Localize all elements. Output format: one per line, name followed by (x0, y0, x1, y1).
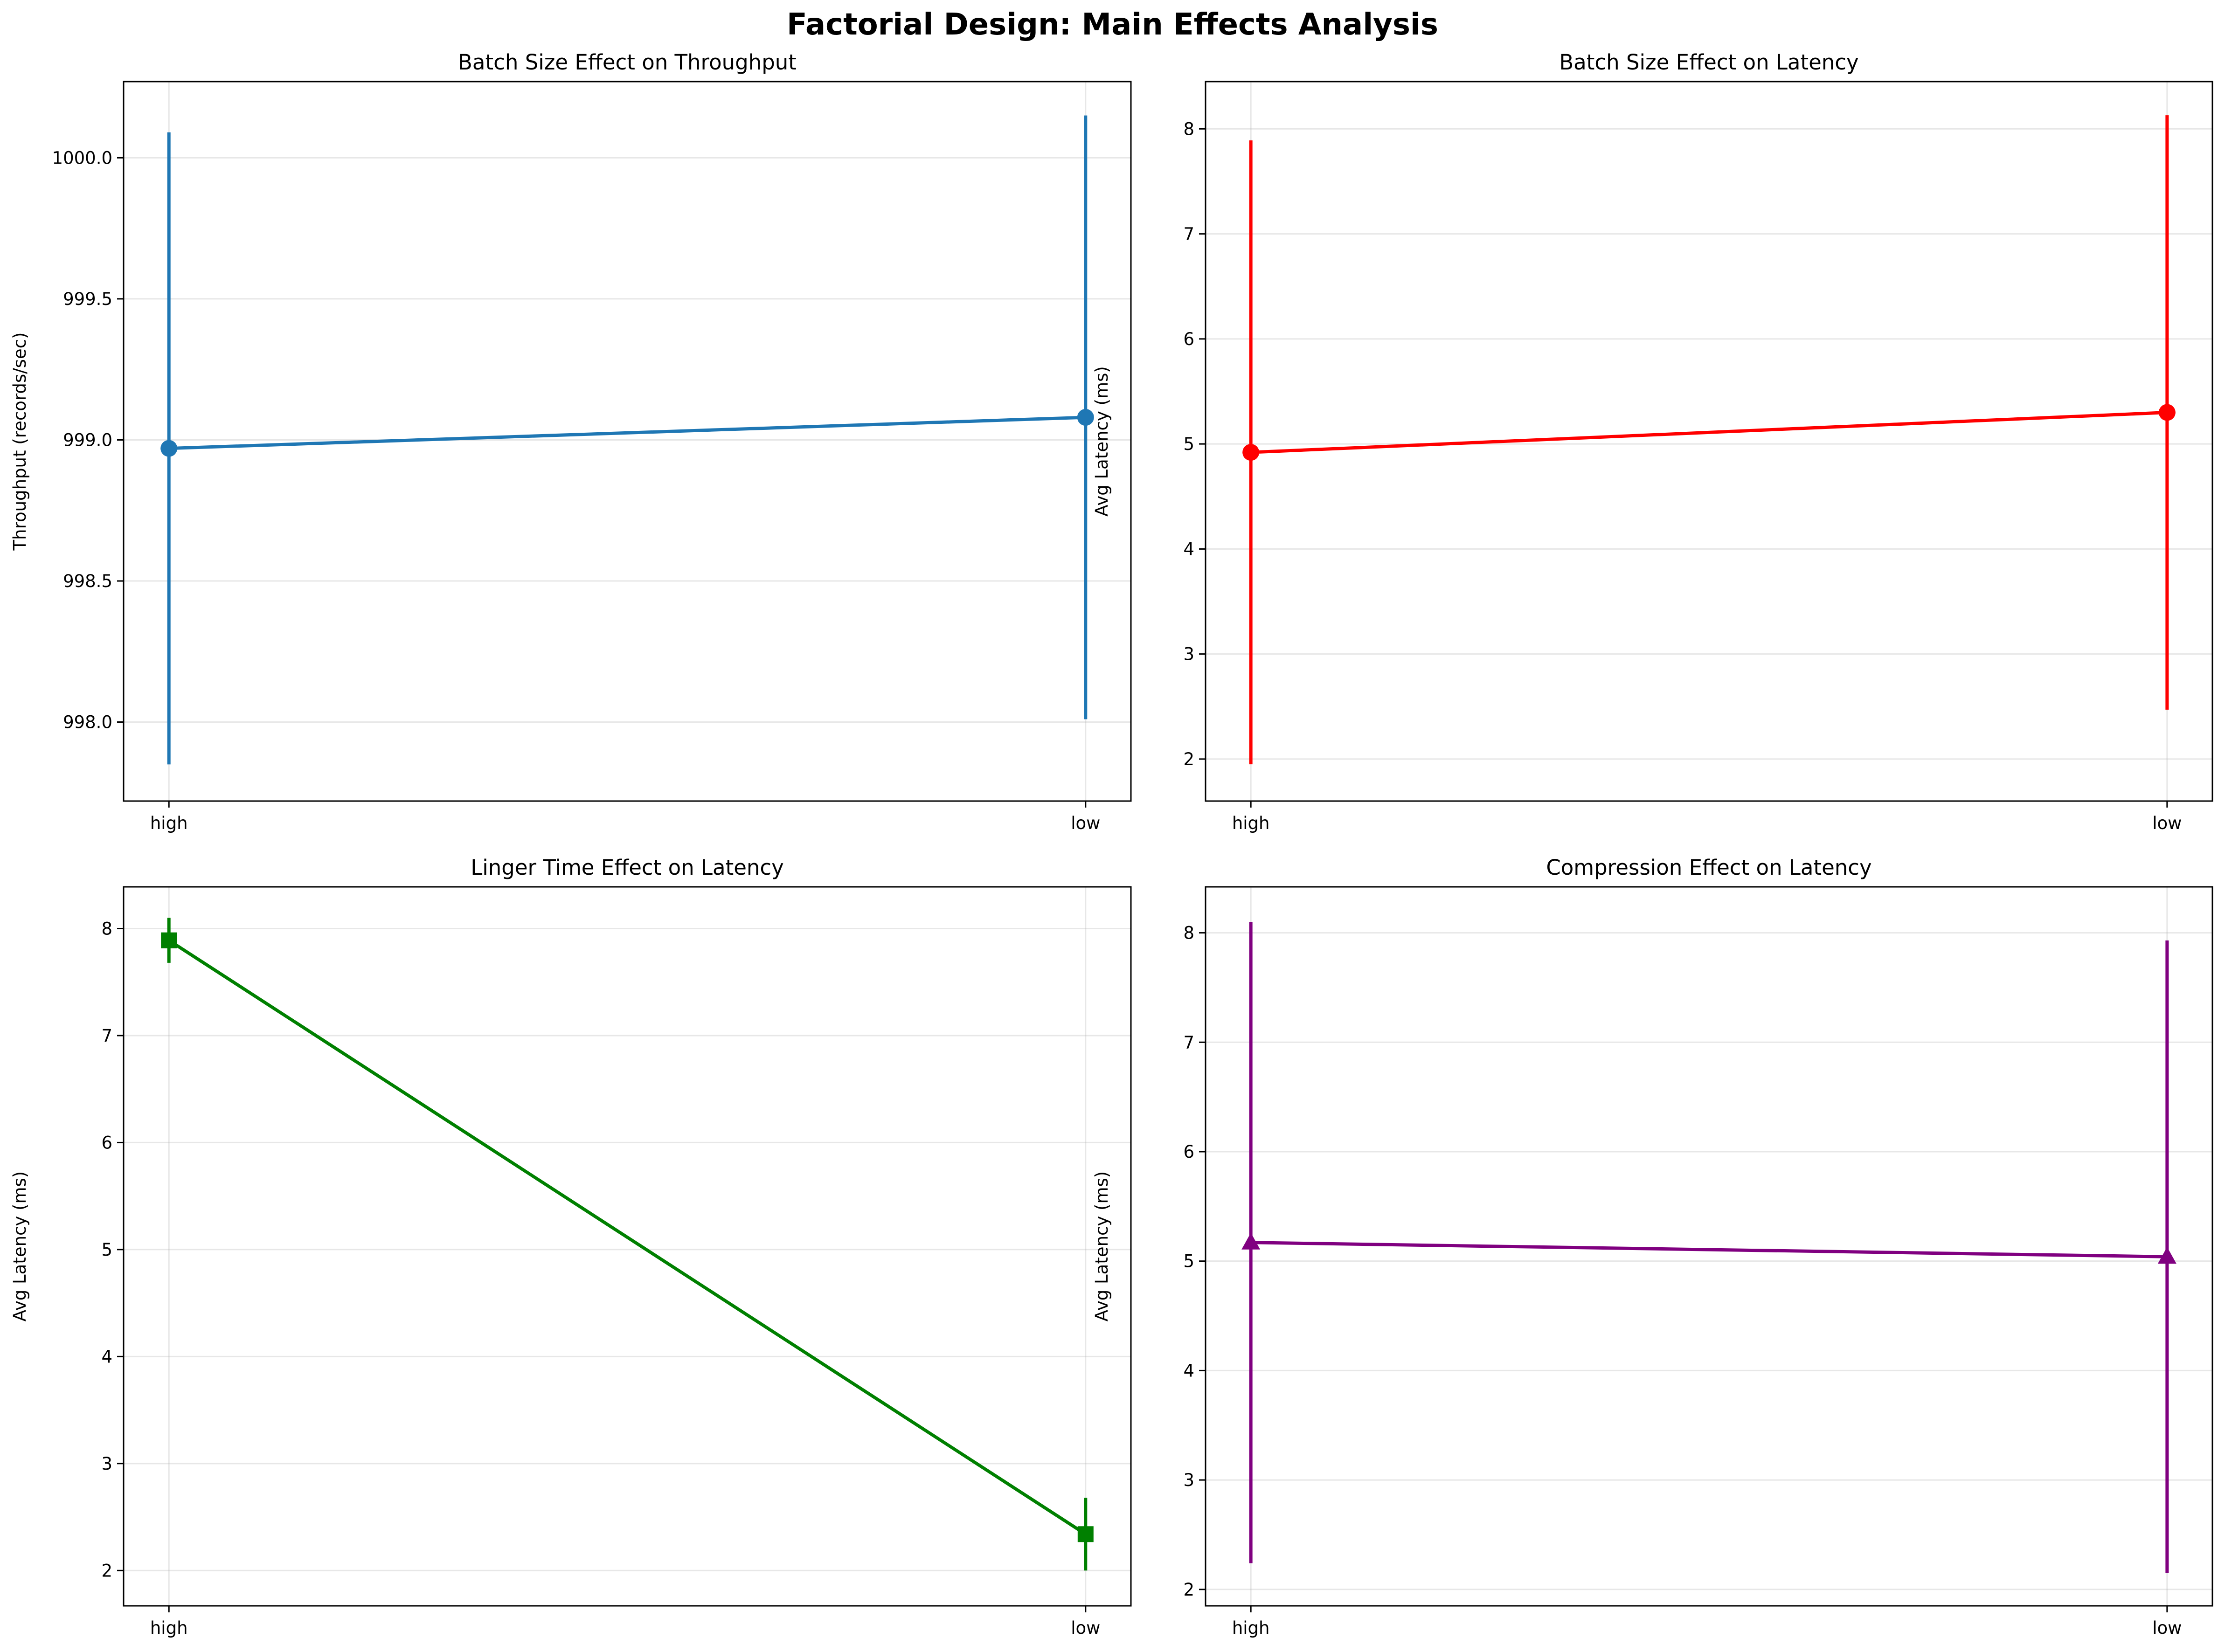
x-tick-label: low (1071, 1618, 1100, 1638)
data-point (161, 932, 177, 948)
data-point (1077, 409, 1094, 426)
y-tick-label: 998.5 (63, 571, 112, 591)
subplot-title: Linger Time Effect on Latency (471, 855, 784, 880)
y-axis-label: Throughput (records/sec) (10, 332, 30, 551)
y-tick-label: 3 (1183, 1470, 1194, 1490)
series-line (1251, 411, 2167, 454)
y-tick-label: 7 (1183, 224, 1194, 244)
x-tick-label: low (2152, 1618, 2182, 1638)
data-point (1077, 1526, 1094, 1542)
subplot-3: Linger Time Effect on Latency Avg Latency… (10, 855, 1132, 1638)
y-tick-label: 2 (101, 1561, 112, 1581)
y-tick-label: 2 (1183, 1580, 1194, 1600)
y-tick-label: 7 (1183, 1032, 1194, 1052)
y-axis-label: Avg Latency (ms) (1092, 366, 1112, 517)
y-tick-label: 7 (101, 1026, 112, 1046)
subplot-1: Batch Size Effect on Throughput Throughpu… (10, 50, 1132, 833)
y-tick-label: 4 (1183, 539, 1194, 559)
x-tick-label: high (1232, 1618, 1270, 1638)
data-point (160, 440, 178, 457)
y-tick-label: 5 (101, 1240, 112, 1260)
series-line (1251, 1241, 2167, 1258)
y-tick-label: 4 (101, 1347, 112, 1367)
axes-frame (1205, 886, 2213, 1607)
y-axis-label: Avg Latency (ms) (10, 1171, 30, 1322)
y-tick-label: 3 (101, 1454, 112, 1474)
y-tick-label: 5 (1183, 434, 1194, 454)
axes-frame (123, 886, 1132, 1607)
y-tick-label: 998.0 (63, 712, 112, 733)
series-line (169, 415, 1086, 450)
data-point (1241, 1232, 1261, 1250)
subplot-title: Batch Size Effect on Latency (1559, 50, 1858, 75)
y-tick-label: 2 (1183, 749, 1194, 769)
subplot-2: Batch Size Effect on Latency Avg Latency … (1092, 50, 2213, 833)
subplot-4: Compression Effect on Latency Avg Latency… (1092, 855, 2213, 1638)
x-tick-label: high (150, 813, 188, 833)
y-tick-label: 8 (1183, 923, 1194, 943)
y-tick-label: 999.5 (63, 289, 112, 309)
y-tick-label: 3 (1183, 644, 1194, 664)
data-point (1242, 444, 1260, 461)
x-tick-label: low (1071, 813, 1100, 833)
y-axis-label: Avg Latency (ms) (1092, 1171, 1112, 1322)
x-tick-label: high (150, 1618, 188, 1638)
data-point (2157, 1247, 2176, 1264)
y-tick-label: 6 (1183, 329, 1194, 349)
y-tick-label: 6 (101, 1133, 112, 1153)
y-tick-label: 8 (1183, 119, 1194, 139)
y-tick-label: 5 (1183, 1251, 1194, 1272)
subplot-title: Batch Size Effect on Throughput (458, 50, 797, 75)
y-tick-label: 1000.0 (52, 148, 112, 168)
y-tick-label: 8 (101, 919, 112, 939)
axes-frame (1205, 81, 2213, 802)
x-tick-label: low (2152, 813, 2182, 833)
figure-title: Factorial Design: Main Effects Analysis (787, 7, 1438, 42)
series-line (168, 939, 1087, 1536)
y-tick-label: 999.0 (63, 430, 112, 450)
subplot-title: Compression Effect on Latency (1546, 855, 1871, 880)
y-tick-label: 4 (1183, 1361, 1194, 1381)
x-tick-label: high (1232, 813, 1270, 833)
y-tick-label: 6 (1183, 1142, 1194, 1162)
data-point (2158, 404, 2176, 421)
axes-frame (123, 81, 1132, 802)
